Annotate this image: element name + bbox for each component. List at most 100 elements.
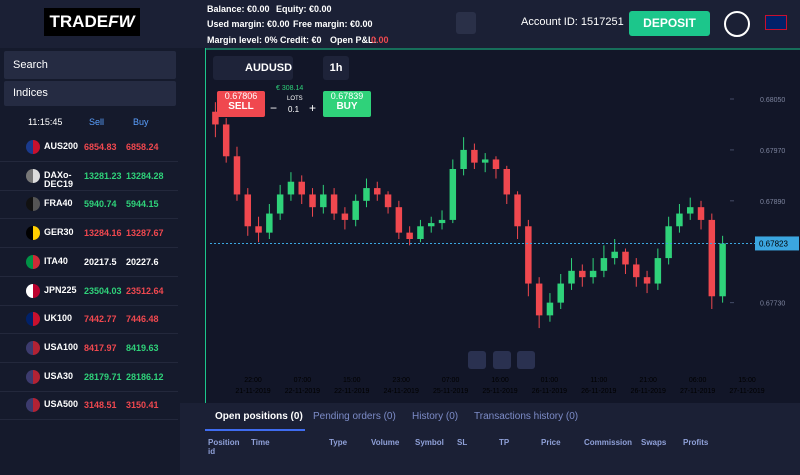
x-tick-time: 21:00 xyxy=(639,377,657,384)
flag xyxy=(26,140,40,154)
x-tick-time: 11:00 xyxy=(590,377,607,384)
candle-body xyxy=(374,188,381,195)
instrument-row[interactable] xyxy=(0,364,178,392)
candle-body xyxy=(363,188,370,201)
candle-body xyxy=(212,111,219,125)
lot-plus[interactable]: + xyxy=(309,101,317,115)
y-tick-label: 0.67970 xyxy=(760,148,785,155)
candle-body xyxy=(568,270,575,284)
deposit-button[interactable]: DEPOSIT xyxy=(629,11,710,36)
flag xyxy=(26,168,40,183)
instrument-row[interactable] xyxy=(0,335,178,363)
lot-minus[interactable]: − xyxy=(270,101,278,115)
candle-body xyxy=(233,156,241,195)
instrument-name: UK100 xyxy=(44,313,73,324)
instrument-row[interactable] xyxy=(0,306,178,335)
instrument-name: ITA40 xyxy=(44,255,68,266)
x-tick-date: 21-11-2019 xyxy=(235,388,270,395)
free-margin: Free margin: €0.00 xyxy=(293,19,373,29)
instrument-row[interactable] xyxy=(0,278,178,306)
candle-body xyxy=(341,213,349,220)
column-header: Swaps xyxy=(641,438,667,447)
flag xyxy=(26,254,40,269)
buy-header: Buy xyxy=(133,117,149,127)
candle-body xyxy=(309,194,316,208)
candle-body xyxy=(492,159,500,169)
sell-quote: 23504.03 xyxy=(84,285,122,296)
flag xyxy=(26,226,40,241)
candle-body xyxy=(686,207,694,214)
candle-body xyxy=(697,207,705,220)
language-flag[interactable] xyxy=(765,15,787,30)
candle-body xyxy=(525,226,532,284)
tab[interactable]: Pending orders (0) xyxy=(313,411,396,422)
category-select[interactable]: Indices xyxy=(4,81,176,106)
candle-body xyxy=(481,159,489,163)
candle-body xyxy=(579,270,586,278)
instrument-row[interactable] xyxy=(0,220,178,249)
flag xyxy=(26,340,40,355)
buy-quote: 13287.67 xyxy=(126,228,164,239)
timeframe[interactable]: 1h xyxy=(323,56,349,80)
sell-quote: 13281.23 xyxy=(84,170,122,181)
candle-body xyxy=(222,124,230,157)
candle-body xyxy=(611,251,618,259)
hand-button[interactable] xyxy=(456,12,476,34)
logout-button[interactable] xyxy=(724,11,750,37)
column-header: Symbol xyxy=(415,438,444,447)
instrument-row[interactable] xyxy=(0,163,178,191)
x-tick-time: 15:00 xyxy=(738,377,756,384)
candle-body xyxy=(266,213,273,233)
lots-label: LOTS xyxy=(287,96,303,102)
x-tick-date: 22-11-2019 xyxy=(285,388,320,395)
zoom-button xyxy=(493,351,511,369)
symbol-select[interactable]: AUDUSD xyxy=(213,56,293,80)
tab[interactable]: Open positions (0) xyxy=(215,411,303,422)
instrument-row[interactable] xyxy=(0,392,178,421)
instrument-row[interactable] xyxy=(0,134,178,162)
candle-body xyxy=(546,302,554,316)
instrument-row[interactable] xyxy=(0,249,178,277)
instrument-row[interactable] xyxy=(0,191,178,220)
account-id: Account ID: 1517251 xyxy=(521,16,624,28)
y-tick-label: 0.67730 xyxy=(760,301,785,308)
candle-body xyxy=(633,264,640,278)
tab[interactable]: Transactions history (0) xyxy=(474,411,579,422)
current-price-tag xyxy=(755,236,799,251)
y-tick-label: 0.67890 xyxy=(760,199,785,206)
instrument-name: JPN225 xyxy=(44,284,77,295)
candle-body xyxy=(276,194,284,214)
buy-quote: 13284.28 xyxy=(126,170,164,181)
candle-body xyxy=(503,169,511,195)
x-tick-time: 23:00 xyxy=(392,377,410,384)
candle-body xyxy=(395,207,403,233)
tab-underline xyxy=(205,429,305,431)
buy-quote: 6858.24 xyxy=(126,142,159,152)
candle-body xyxy=(438,219,446,224)
x-tick-time: 16:00 xyxy=(491,377,509,384)
flag xyxy=(26,312,40,327)
logo[interactable]: TRADEFW xyxy=(44,8,140,36)
column-header: Price xyxy=(541,438,561,447)
candle-body xyxy=(643,277,651,284)
buy-button[interactable]: 0.67839 BUY xyxy=(323,91,371,117)
instrument-name: DAXo-DEC19 xyxy=(44,169,74,189)
buy-quote: 7446.48 xyxy=(126,314,159,325)
sell-quote: 20217.5 xyxy=(84,256,117,267)
candle-body xyxy=(427,223,435,227)
sell-button[interactable]: 0.67806 SELL xyxy=(217,91,265,117)
buy-quote: 28186.12 xyxy=(126,371,164,382)
symbol: AUDUSD xyxy=(245,62,293,74)
sell-quote: 5940.74 xyxy=(84,199,117,210)
margin-level: Margin level: 0% xyxy=(207,35,278,45)
category-text: Indices xyxy=(13,87,48,99)
candle-body xyxy=(708,219,716,297)
candle-body xyxy=(471,149,478,163)
sell-header: Sell xyxy=(89,117,105,127)
candle-body xyxy=(352,200,359,220)
column-header: Position id xyxy=(208,438,240,456)
search-box[interactable]: Search xyxy=(4,51,176,79)
instrument-name: USA30 xyxy=(44,370,74,381)
tab[interactable]: History (0) xyxy=(412,411,459,422)
